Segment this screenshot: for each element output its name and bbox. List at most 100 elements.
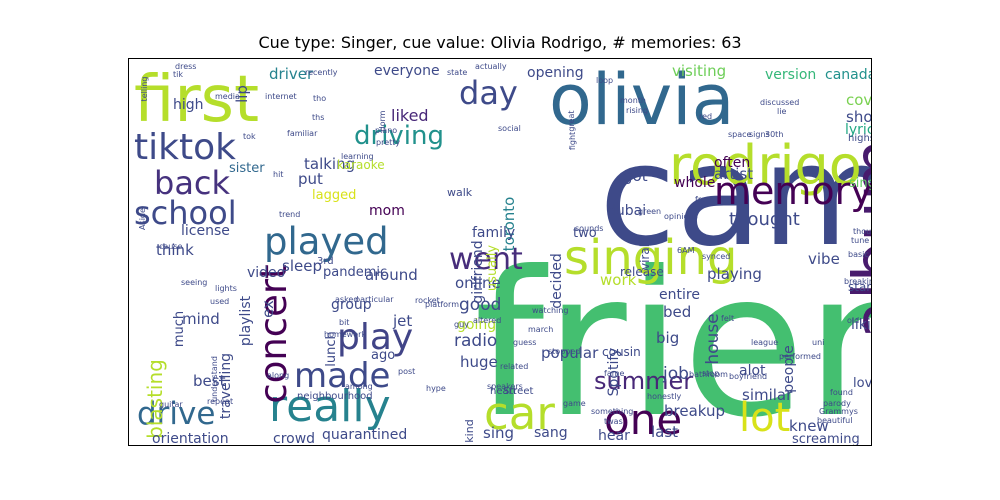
word-first: first: [134, 63, 259, 137]
word-one: one: [604, 395, 682, 444]
word-knew: knew: [789, 417, 829, 435]
word-huge: huge: [460, 353, 498, 371]
word-stop: stop: [702, 369, 719, 378]
word-singing: singing: [564, 230, 737, 286]
word-thought: thought: [729, 209, 800, 230]
word-fame: fame: [604, 369, 625, 378]
word-hype: hype: [426, 384, 446, 393]
word-similar: similar: [742, 386, 793, 404]
word-old: old: [847, 316, 859, 325]
word-guitar: guitar: [159, 400, 183, 409]
word-group: group: [331, 297, 372, 313]
word-driver: driver: [269, 65, 314, 83]
word-particular: particular: [355, 295, 394, 304]
word-felt: felt: [721, 314, 734, 323]
word-mind: mind: [182, 310, 220, 328]
word-two: two: [573, 226, 597, 241]
word-3rd: 3rd: [317, 256, 334, 267]
word-really: really: [269, 381, 391, 432]
word-high: high: [173, 97, 204, 113]
word-lie: lie: [777, 107, 786, 116]
word-boyfriend: boyfriend: [729, 372, 767, 381]
word-rocket: rocket: [415, 296, 440, 305]
word-release: release: [620, 265, 664, 279]
word-family: family: [472, 225, 515, 241]
word-license: license: [181, 223, 230, 239]
word-space: space: [728, 130, 752, 139]
word-orientation: orientation: [152, 431, 229, 445]
word-among: among: [345, 382, 373, 391]
word-stopped: stopped: [548, 347, 580, 356]
word-went: went: [449, 242, 523, 277]
word-girlfriend: girlfriend: [470, 240, 486, 303]
word-vibe: vibe: [808, 250, 840, 268]
word-playing: playing: [707, 265, 762, 283]
word-game: game: [563, 399, 586, 408]
word-dress: dress: [175, 62, 196, 71]
word-highschool: highschool: [848, 133, 871, 144]
word-pretty: pretty: [376, 138, 400, 147]
word-lunch: lunch: [324, 331, 339, 366]
word-concert: concert: [252, 264, 295, 403]
word-jet: jet: [392, 312, 412, 330]
word-media: media: [215, 92, 240, 101]
word-decided: decided: [549, 253, 565, 308]
word-liking: liking: [851, 317, 871, 333]
word-karaoke: karaoke: [337, 158, 385, 172]
word-green: green: [638, 207, 661, 216]
word-breaking: breaking: [844, 277, 871, 286]
word-walk: walk: [447, 186, 473, 199]
word-put: put: [298, 170, 323, 188]
word-ths: ths: [312, 113, 324, 122]
word-repeat: repeat: [207, 397, 233, 406]
word-watching: watching: [532, 306, 568, 315]
word-bit: bit: [339, 318, 349, 327]
word-kind: kind: [463, 419, 476, 442]
word-usually: usually: [485, 245, 500, 291]
word-play: play: [337, 317, 413, 358]
word-started: started: [848, 280, 871, 294]
word-state: state: [447, 68, 467, 77]
word-singer: singer: [849, 176, 871, 191]
word-opening: opening: [527, 65, 584, 81]
word-rising: rising: [626, 106, 648, 115]
word-basic: basic: [848, 250, 869, 259]
word-neighbourhood: neighbourhood: [297, 391, 373, 402]
word-related: related: [500, 362, 528, 371]
word-ago: ago: [371, 348, 395, 363]
word-quarantined: quarantined: [322, 427, 407, 443]
word-toronto: toronto: [500, 197, 518, 252]
word-trend: trend: [279, 210, 300, 219]
word-canada: canada: [825, 67, 871, 83]
word-album: album: [841, 139, 871, 340]
word-sing: sing: [483, 424, 514, 442]
word-altered: altered: [473, 316, 501, 325]
word-though: though: [853, 227, 871, 236]
word-performed: performed: [779, 352, 821, 361]
word-loop: loop: [596, 76, 613, 85]
word-dubai: dubai: [607, 203, 646, 219]
word-twas: twas: [604, 417, 623, 426]
word-guess: guess: [513, 338, 536, 347]
word-hit: hit: [273, 170, 283, 179]
word-march: march: [528, 325, 553, 334]
chart-title: Cue type: Singer, cue value: Olivia Rodr…: [258, 33, 742, 52]
word-telling: telling: [140, 77, 149, 102]
word-sleep: sleep: [282, 257, 322, 275]
word-loved: loved: [853, 376, 871, 391]
word-memory: memory: [714, 169, 871, 213]
word-covid: covid: [846, 91, 871, 109]
word-entire: entire: [659, 287, 700, 303]
word-found: found: [830, 388, 853, 397]
word-lagged: lagged: [312, 188, 356, 203]
word-30th: 30th: [765, 130, 783, 139]
word-summer: summer: [594, 367, 693, 395]
word-played: played: [264, 220, 389, 263]
word-tune: tune: [851, 236, 869, 245]
word-dorm: dorm: [378, 110, 387, 131]
word-honestly: honestly: [647, 392, 681, 401]
word-opinions: opinions: [664, 212, 698, 221]
word-car: car: [484, 387, 555, 440]
word-discussed: discussed: [760, 98, 799, 107]
word-radio: radio: [454, 331, 497, 351]
